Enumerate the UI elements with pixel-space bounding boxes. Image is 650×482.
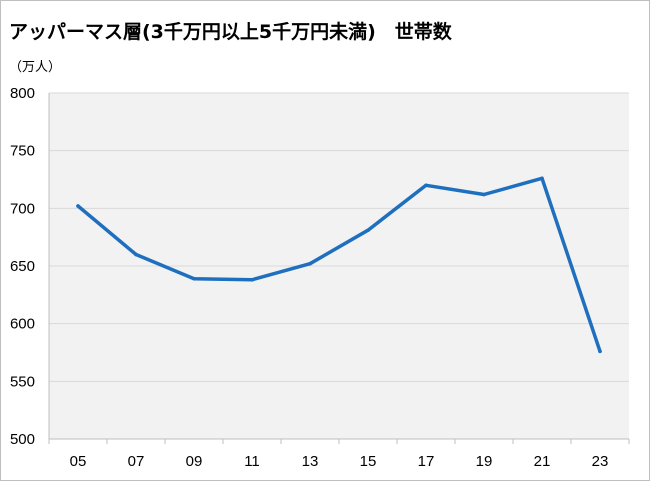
x-tick-label: 17	[418, 453, 435, 470]
data-point	[424, 183, 428, 188]
data-point	[192, 276, 196, 281]
x-tick-label: 13	[302, 453, 319, 470]
y-tick-label: 700	[10, 200, 35, 217]
x-tick-label: 05	[70, 453, 87, 470]
data-point	[250, 278, 254, 282]
data-point	[308, 261, 312, 266]
data-point	[598, 349, 602, 354]
x-tick-label: 11	[244, 453, 260, 470]
data-point	[482, 192, 486, 197]
data-point	[366, 228, 370, 233]
y-tick-label: 550	[10, 373, 35, 390]
x-tick-label: 21	[534, 453, 551, 470]
x-tick-label: 19	[476, 453, 493, 470]
y-tick-label: 750	[10, 143, 35, 160]
y-tick-label: 800	[10, 85, 35, 102]
y-axis-unit-label: （万人）	[9, 60, 62, 75]
y-tick-label: 600	[10, 316, 35, 333]
y-tick-label: 650	[10, 258, 35, 275]
data-point	[134, 252, 138, 257]
x-tick-label: 09	[186, 453, 203, 470]
y-tick-label: 500	[10, 431, 35, 448]
x-tick-label: 15	[360, 453, 377, 470]
data-point	[76, 204, 80, 208]
x-tick-label: 07	[128, 453, 145, 470]
chart-title: アッパーマス層(3千万円以上5千万円未満) 世帯数	[9, 21, 452, 43]
series-line	[76, 176, 602, 354]
x-tick-label: 23	[592, 453, 609, 470]
data-point	[540, 176, 544, 181]
